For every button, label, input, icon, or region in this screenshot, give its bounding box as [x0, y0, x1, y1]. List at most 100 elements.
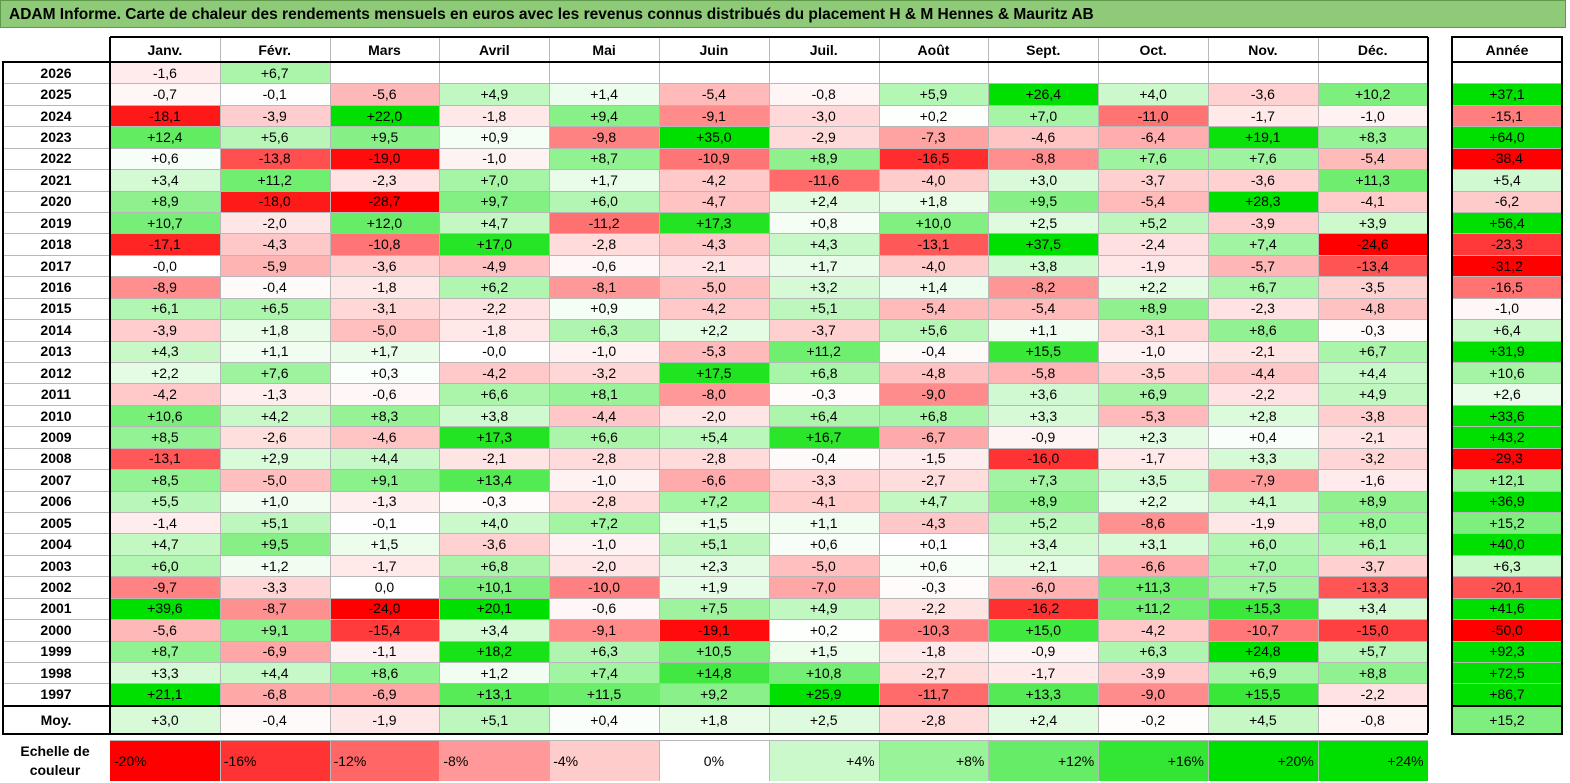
heatmap-cell: -3,9	[1208, 212, 1318, 234]
heatmap-cell: +6,8	[768, 362, 879, 384]
grid-line	[1452, 512, 1562, 514]
heatmap-cell: +5,2	[1098, 212, 1208, 234]
heatmap-cell: +5,2	[988, 512, 1099, 534]
heatmap-cell: -10,7	[1208, 619, 1318, 641]
heatmap-cell: -0,7	[110, 83, 220, 105]
grid-line	[2, 576, 1428, 578]
heatmap-cell: -16,2	[988, 597, 1099, 620]
heatmap-cell: -3,9	[110, 319, 220, 341]
grid-line	[1452, 640, 1562, 642]
heatmap-cell: +0,9	[549, 297, 659, 320]
heatmap-cell: -1,0	[1317, 104, 1428, 127]
heatmap-cell: -7,3	[878, 126, 989, 148]
heatmap-cell: -6,9	[219, 640, 330, 663]
month-header: Juil.	[768, 37, 879, 62]
heatmap-cell: +6,1	[110, 297, 220, 320]
grid-line	[1452, 576, 1562, 578]
heatmap-cell: +1,0	[219, 490, 330, 513]
heatmap-cell: +6,7	[1208, 276, 1318, 298]
heatmap-cell: +13,4	[439, 469, 550, 491]
heatmap-cell: +1,7	[768, 254, 879, 277]
heatmap-cell: +1,5	[329, 533, 440, 555]
annual-cell: +36,9	[1452, 490, 1562, 513]
heatmap-cell	[549, 62, 659, 84]
annual-cell: +2,6	[1452, 383, 1562, 405]
year-label: 2011	[2, 383, 110, 405]
grid-line	[1452, 340, 1562, 342]
heatmap-cell: -10,8	[329, 233, 440, 255]
grid-line	[2, 447, 1428, 449]
annual-cell: +72,5	[1452, 662, 1562, 684]
heatmap-cell: -3,6	[1208, 83, 1318, 105]
heatmap-cell: -1,7	[1098, 447, 1208, 470]
color-scale-step: +16%	[1098, 741, 1208, 781]
border	[2, 61, 1428, 63]
heatmap-cell: +11,3	[1317, 169, 1428, 191]
heatmap-cell: +0,3	[329, 362, 440, 384]
heatmap-cell: -5,0	[219, 469, 330, 491]
heatmap-cell: +4,4	[1317, 362, 1428, 384]
heatmap-cell: +11,2	[1098, 597, 1208, 620]
grid-line	[988, 741, 990, 781]
annual-cell: +41,6	[1452, 597, 1562, 620]
heatmap-cell: +8,3	[1317, 126, 1428, 148]
average-cell: -0,8	[1317, 706, 1428, 733]
grid-line	[1452, 212, 1562, 213]
heatmap-cell: -9,8	[549, 126, 659, 148]
heatmap-cell: +4,0	[439, 512, 550, 534]
grid-line	[2, 512, 1428, 514]
grid-line	[1452, 683, 1562, 685]
heatmap-cell: -2,2	[1208, 383, 1318, 405]
border	[1451, 704, 1563, 707]
annual-cell: +6,4	[1452, 319, 1562, 341]
heatmap-cell: +2,2	[1098, 276, 1208, 298]
month-header: Déc.	[1317, 37, 1428, 62]
heatmap-cell: +1,9	[659, 576, 769, 598]
average-cell: -2,8	[878, 706, 989, 733]
heatmap-cell: +10,1	[439, 576, 550, 598]
grid-line	[219, 741, 221, 781]
annual-cell: -15,1	[1452, 104, 1562, 127]
heatmap-cell: +6,2	[439, 276, 550, 298]
heatmap-cell: +8,1	[549, 383, 659, 405]
heatmap-cell: -24,0	[329, 597, 440, 620]
annual-cell: -6,2	[1452, 190, 1562, 212]
heatmap-cell: +18,2	[439, 640, 550, 663]
heatmap-cell: +3,8	[439, 404, 550, 427]
heatmap-cell: -1,6	[1317, 469, 1428, 491]
heatmap-cell: +6,5	[219, 297, 330, 320]
grid-line	[1098, 37, 1100, 733]
year-label: 2019	[2, 212, 110, 234]
heatmap-cell: +15,5	[988, 340, 1099, 362]
heatmap-cell: -9,0	[878, 383, 989, 405]
heatmap-cell: +2,2	[110, 362, 220, 384]
heatmap-cell: -2,2	[439, 297, 550, 320]
heatmap-cell: -13,3	[1317, 576, 1428, 598]
year-label: 2007	[2, 469, 110, 491]
grid-line	[1452, 104, 1562, 106]
heatmap-cell: +10,6	[110, 404, 220, 427]
heatmap-cell: -3,6	[1208, 169, 1318, 191]
border	[1451, 61, 1563, 63]
heatmap-cell: -8,6	[1098, 512, 1208, 534]
year-total-header: Année	[1452, 37, 1562, 62]
annual-cell: +43,2	[1452, 426, 1562, 448]
heatmap-cell: -1,7	[988, 662, 1099, 684]
border	[1561, 37, 1563, 733]
grid-line	[1452, 383, 1562, 385]
heatmap-cell: -8,9	[110, 276, 220, 298]
year-label: 2016	[2, 276, 110, 298]
heatmap-cell: -2,0	[549, 554, 659, 577]
grid-line	[2, 254, 1428, 256]
heatmap-cell: -1,0	[549, 340, 659, 362]
color-scale-step: +4%	[768, 741, 879, 781]
color-scale-label-line1: Echelle de	[20, 743, 90, 759]
annual-cell: +37,1	[1452, 83, 1562, 105]
heatmap-cell: -2,7	[878, 662, 989, 684]
border	[2, 733, 1428, 735]
grid-line	[2, 597, 1428, 599]
heatmap-cell: +5,1	[768, 297, 879, 320]
heatmap-cell: -0,0	[439, 340, 550, 362]
heatmap-cell: -3,9	[1098, 662, 1208, 684]
grid-line	[1452, 469, 1562, 471]
